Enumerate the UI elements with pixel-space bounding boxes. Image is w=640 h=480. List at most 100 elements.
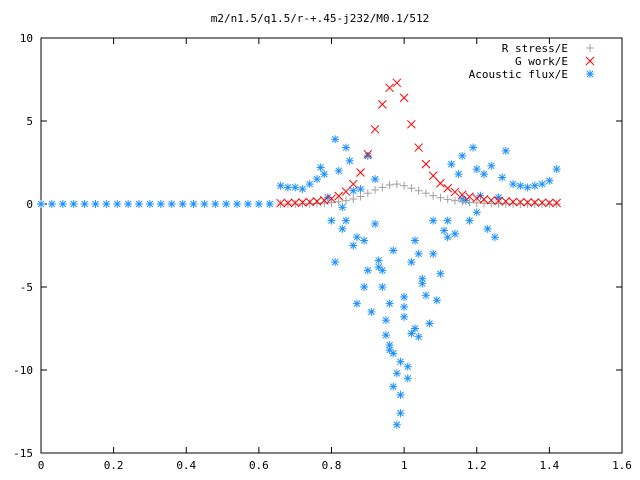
- data-point: [331, 135, 340, 144]
- y-tick-label: 0: [26, 198, 33, 211]
- data-point: [458, 151, 467, 160]
- legend-label: R stress/E: [502, 42, 568, 55]
- data-point: [363, 151, 372, 160]
- data-point: [145, 200, 154, 208]
- data-point: [378, 266, 387, 275]
- data-point: [429, 249, 438, 258]
- data-point: [411, 324, 420, 333]
- x-tick-label: 0: [38, 459, 45, 472]
- data-point: [265, 200, 274, 208]
- data-point: [538, 180, 547, 189]
- data-point: [516, 200, 525, 208]
- legend-marker: [586, 70, 594, 78]
- data-point: [385, 180, 394, 189]
- data-point: [69, 200, 78, 208]
- data-point: [552, 165, 561, 174]
- data-point: [523, 183, 532, 192]
- x-axis: 0 0.2 0.4 0.6 0.8 1 1.2 1.4 1.6: [38, 38, 632, 472]
- data-point: [494, 196, 503, 206]
- data-point: [178, 200, 187, 208]
- data-point: [331, 258, 340, 267]
- data-point: [371, 175, 380, 184]
- data-point: [370, 124, 380, 134]
- data-point: [436, 193, 445, 202]
- data-point: [472, 198, 481, 207]
- data-point: [334, 191, 344, 201]
- data-point: [381, 331, 390, 340]
- data-point: [276, 181, 285, 190]
- data-point: [338, 203, 347, 212]
- data-point: [530, 181, 539, 190]
- data-point: [291, 200, 300, 208]
- data-point: [443, 216, 452, 225]
- data-point: [377, 100, 387, 109]
- data-point: [156, 200, 165, 208]
- data-point: [530, 200, 539, 208]
- data-point: [407, 184, 416, 193]
- data-point: [367, 307, 376, 316]
- data-point: [418, 279, 427, 288]
- data-point: [472, 193, 482, 203]
- data-point: [392, 420, 401, 429]
- data-point: [458, 197, 467, 206]
- plot-frame: [40, 37, 623, 454]
- data-point: [341, 187, 351, 196]
- data-point: [454, 170, 463, 179]
- x-tick-label: 0.8: [322, 459, 342, 472]
- data-point: [400, 302, 409, 311]
- data-point: [363, 189, 372, 198]
- y-tick-label: -15: [13, 447, 33, 460]
- x-tick-label: 1.6: [612, 459, 632, 472]
- data-point: [385, 346, 394, 355]
- data-point: [392, 180, 401, 189]
- data-point: [396, 357, 405, 366]
- data-point: [371, 185, 380, 194]
- data-point: [374, 256, 383, 265]
- x-tick-label: 1.2: [467, 459, 487, 472]
- x-tick-label: 0.6: [249, 459, 269, 472]
- data-point: [360, 283, 369, 291]
- data-point: [283, 198, 293, 208]
- data-point: [545, 200, 554, 208]
- data-point: [487, 161, 496, 170]
- data-point: [465, 216, 474, 225]
- data-point: [291, 183, 300, 192]
- data-point: [400, 292, 409, 301]
- data-point: [345, 156, 354, 165]
- data-point: [530, 198, 540, 207]
- data-point: [356, 192, 365, 201]
- data-point: [486, 195, 496, 205]
- data-point: [414, 143, 424, 152]
- data-point: [545, 198, 554, 208]
- data-point: [472, 208, 481, 217]
- data-point: [509, 180, 518, 189]
- data-point: [80, 200, 89, 208]
- data-point: [498, 173, 507, 182]
- data-point: [480, 199, 489, 208]
- data-point: [537, 198, 547, 208]
- data-point: [480, 170, 489, 179]
- data-point: [436, 269, 445, 278]
- data-point: [352, 233, 361, 242]
- chart-title: m2/n1.5/q1.5/r-+.45-j232/M0.1/512: [211, 12, 430, 25]
- y-tick-label: 5: [26, 115, 33, 128]
- data-point: [552, 200, 561, 208]
- data-point: [443, 183, 453, 193]
- data-point: [399, 93, 409, 103]
- data-point: [348, 179, 358, 189]
- data-point: [490, 233, 499, 242]
- x-tick-label: 1.4: [539, 459, 559, 472]
- data-point: [167, 200, 176, 208]
- data-point: [298, 199, 307, 208]
- data-point: [465, 198, 474, 207]
- data-point: [425, 319, 434, 328]
- data-point: [407, 258, 416, 267]
- data-point: [283, 183, 292, 192]
- data-point: [450, 196, 459, 205]
- data-point: [400, 181, 409, 190]
- data-point: [414, 332, 423, 341]
- data-point: [349, 186, 358, 195]
- legend-marker: [585, 56, 595, 66]
